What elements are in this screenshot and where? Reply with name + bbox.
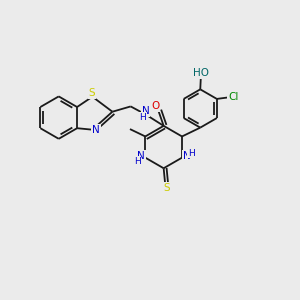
- Text: N: N: [142, 106, 149, 116]
- Text: O: O: [151, 101, 160, 111]
- Text: N: N: [137, 151, 145, 161]
- Text: S: S: [163, 183, 170, 193]
- Text: S: S: [88, 88, 95, 98]
- Text: H: H: [188, 149, 195, 158]
- Text: Cl: Cl: [228, 92, 238, 102]
- Text: N: N: [92, 125, 100, 135]
- Text: HO: HO: [194, 68, 209, 78]
- Text: H: H: [134, 157, 140, 166]
- Text: N: N: [183, 151, 190, 161]
- Text: H: H: [139, 112, 146, 122]
